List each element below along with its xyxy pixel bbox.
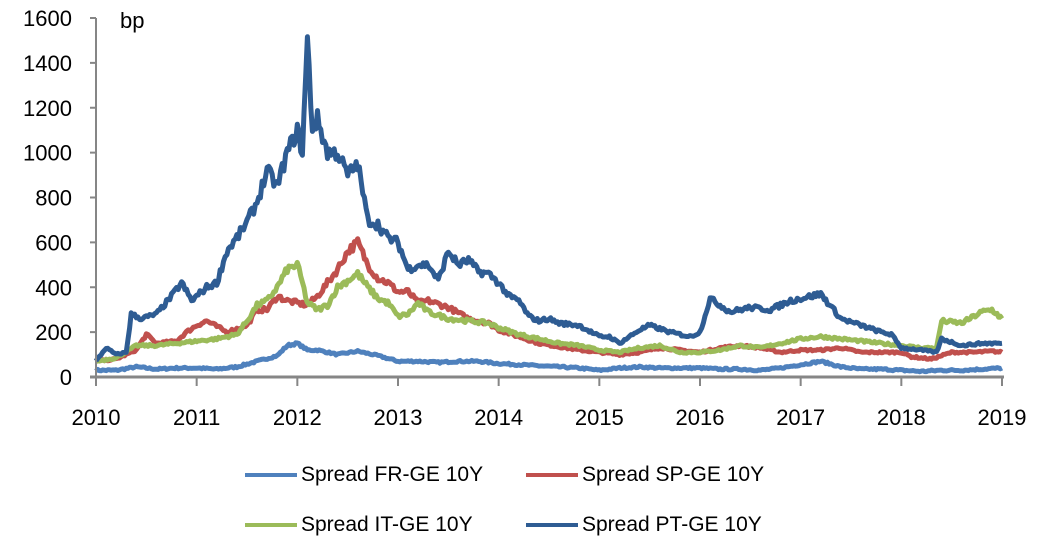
series-line-spread-it-ge-10y	[94, 259, 1005, 364]
x-tick-label: 2012	[273, 405, 322, 430]
legend-label-pt: Spread PT-GE 10Y	[582, 513, 762, 536]
legend-label-fr: Spread FR-GE 10Y	[301, 463, 484, 486]
y-tick-label: 1600	[23, 6, 72, 31]
y-tick-label: 1200	[23, 96, 72, 121]
y-tick-label: 1000	[23, 141, 72, 166]
x-axis-ticks: 2010 2011 2012 2013 2014 2015 2016 2017 2018 2019	[72, 377, 1027, 430]
x-tick-label: 2010	[72, 405, 121, 430]
legend-item-fr: Spread FR-GE 10Y	[245, 460, 483, 490]
legend-label-it: Spread IT-GE 10Y	[301, 513, 473, 536]
x-tick-label: 2014	[474, 405, 523, 430]
x-tick-label: 2011	[173, 405, 220, 430]
legend-label-sp: Spread SP-GE 10Y	[582, 463, 765, 486]
y-tick-label: 0	[60, 365, 72, 390]
y-tick-label: 1400	[23, 51, 72, 76]
x-tick-label: 2018	[877, 405, 926, 430]
legend-swatch-pt	[526, 523, 578, 527]
y-tick-label: 400	[35, 275, 72, 300]
x-tick-label: 2019	[978, 405, 1027, 430]
x-tick-label: 2015	[575, 405, 624, 430]
legend-swatch-it	[245, 523, 297, 527]
legend-item-it: Spread IT-GE 10Y	[245, 510, 473, 540]
y-tick-label: 600	[35, 230, 72, 255]
series-layer	[93, 34, 1005, 375]
x-tick-label: 2013	[374, 405, 423, 430]
y-tick-label: 800	[35, 186, 72, 211]
legend-item-pt: Spread PT-GE 10Y	[526, 510, 762, 540]
unit-label: bp	[120, 8, 144, 33]
x-tick-label: 2016	[676, 405, 725, 430]
legend-swatch-fr	[245, 473, 297, 477]
series-line-spread-fr-ge-10y	[94, 340, 1004, 375]
x-tick-label: 2017	[776, 405, 825, 430]
y-axis-ticks: 0 200 400 600 800 1000 1200 1400 1600	[23, 6, 96, 390]
series-line-spread-pt-ge-10y	[93, 34, 1003, 363]
y-tick-label: 200	[35, 320, 72, 345]
legend-swatch-sp	[526, 473, 578, 477]
legend-item-sp: Spread SP-GE 10Y	[526, 460, 764, 490]
